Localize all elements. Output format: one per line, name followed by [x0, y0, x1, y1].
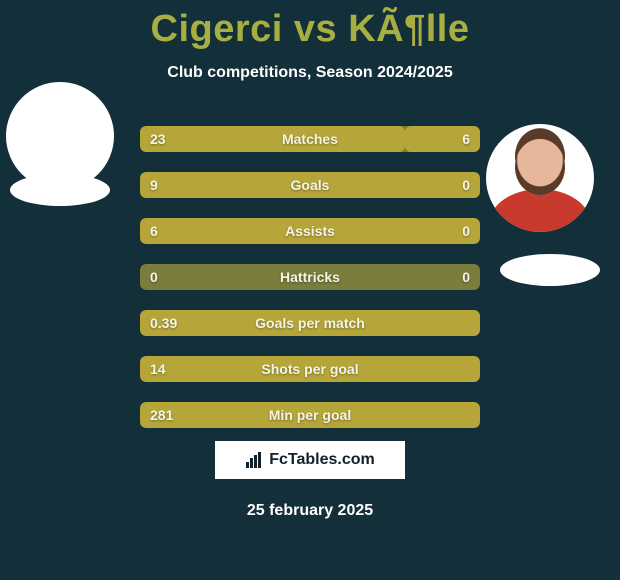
stat-label: Goals [140, 172, 480, 198]
stat-label: Shots per goal [140, 356, 480, 382]
stat-right-value: 0 [462, 264, 470, 290]
stat-row: 23Matches6 [140, 126, 480, 152]
stat-row: 6Assists0 [140, 218, 480, 244]
avatar-body [489, 189, 592, 232]
stat-right-value: 6 [462, 126, 470, 152]
page-title: Cigerci vs KÃ¶lle [0, 8, 620, 51]
stat-row: 0Hattricks0 [140, 264, 480, 290]
stat-right-value: 0 [462, 218, 470, 244]
stat-label: Min per goal [140, 402, 480, 428]
stat-row: 281Min per goal [140, 402, 480, 428]
player-left-team-pellet [10, 174, 110, 206]
stat-right-value: 0 [462, 172, 470, 198]
player-right-team-pellet [500, 254, 600, 286]
subtitle: Club competitions, Season 2024/2025 [0, 64, 620, 82]
stat-row: 0.39Goals per match [140, 310, 480, 336]
barchart-icon [245, 451, 263, 469]
date-text: 25 february 2025 [0, 502, 620, 520]
attribution-text: FcTables.com [269, 451, 375, 469]
stat-label: Goals per match [140, 310, 480, 336]
stat-label: Matches [140, 126, 480, 152]
avatar-head [515, 139, 565, 195]
stat-label: Hattricks [140, 264, 480, 290]
attribution-box: FcTables.com [215, 441, 405, 479]
stat-row: 14Shots per goal [140, 356, 480, 382]
stat-row: 9Goals0 [140, 172, 480, 198]
stat-bars: 23Matches69Goals06Assists00Hattricks00.3… [140, 126, 480, 448]
player-right-avatar [486, 124, 594, 232]
stat-label: Assists [140, 218, 480, 244]
